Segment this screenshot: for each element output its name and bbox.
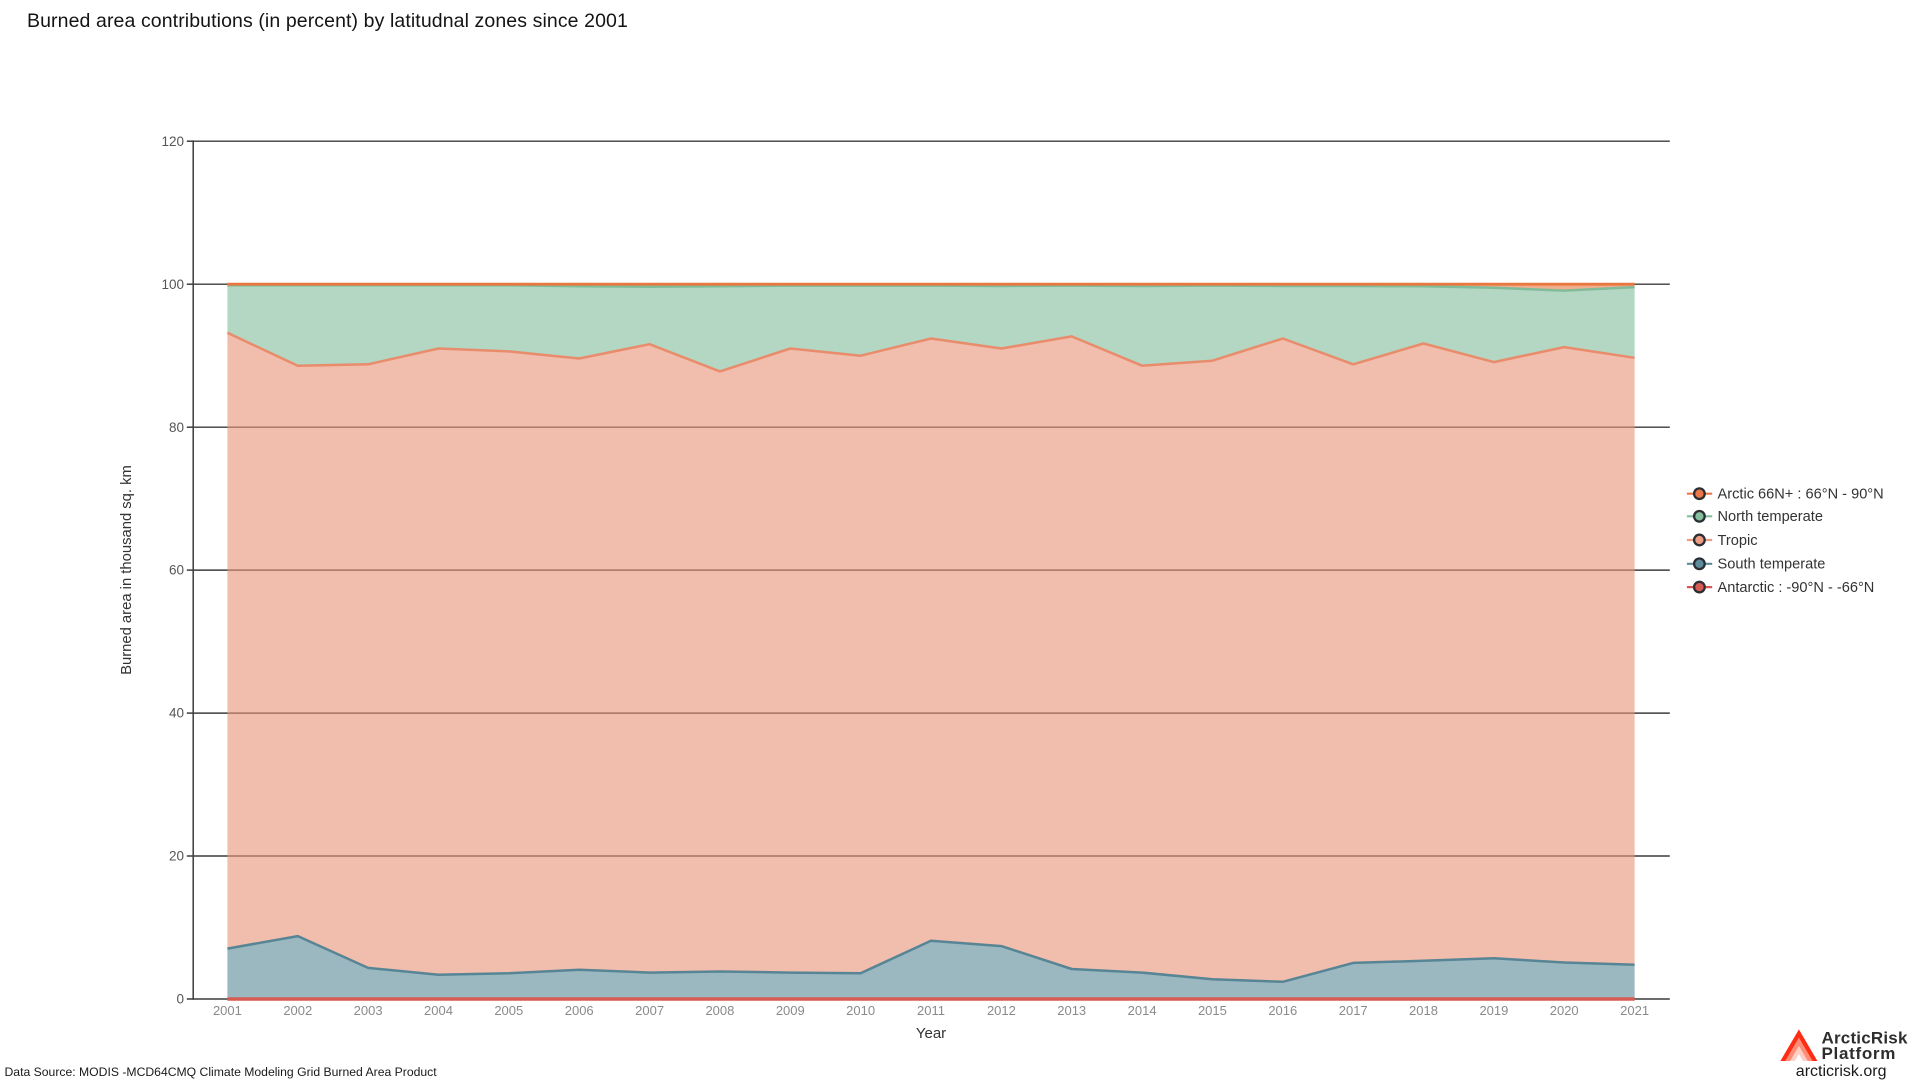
svg-text:2012: 2012	[987, 1003, 1016, 1018]
svg-text:2007: 2007	[635, 1003, 664, 1018]
svg-text:ArcticRisk: ArcticRisk	[1822, 1029, 1908, 1048]
svg-text:40: 40	[169, 706, 184, 721]
svg-text:Year: Year	[916, 1025, 946, 1042]
svg-text:2011: 2011	[917, 1003, 945, 1018]
svg-text:South temperate: South temperate	[1718, 557, 1826, 573]
svg-text:2003: 2003	[354, 1003, 383, 1018]
svg-text:2008: 2008	[705, 1003, 734, 1018]
svg-text:2018: 2018	[1409, 1003, 1438, 1018]
svg-text:2019: 2019	[1479, 1003, 1508, 1018]
svg-text:2010: 2010	[846, 1003, 875, 1018]
svg-text:Data Source: MODIS -MCD64CMQ C: Data Source: MODIS -MCD64CMQ Climate Mod…	[5, 1065, 438, 1079]
svg-text:2006: 2006	[565, 1003, 594, 1018]
svg-text:2020: 2020	[1550, 1003, 1579, 1018]
svg-text:2001: 2001	[213, 1003, 242, 1018]
svg-text:0: 0	[176, 992, 184, 1007]
svg-text:2005: 2005	[494, 1003, 523, 1018]
svg-text:North temperate: North temperate	[1718, 509, 1823, 525]
svg-text:Tropic: Tropic	[1718, 533, 1758, 549]
svg-text:2004: 2004	[424, 1003, 453, 1018]
svg-text:Burned area contributions (in: Burned area contributions (in percent) b…	[27, 10, 628, 32]
svg-text:120: 120	[161, 134, 184, 149]
svg-text:20: 20	[169, 849, 184, 864]
svg-text:Platform: Platform	[1822, 1044, 1897, 1063]
svg-text:80: 80	[169, 420, 184, 435]
svg-text:Arctic 66N+ : 66°N - 90°N: Arctic 66N+ : 66°N - 90°N	[1718, 487, 1884, 503]
svg-text:2013: 2013	[1057, 1003, 1086, 1018]
svg-text:2021: 2021	[1620, 1003, 1649, 1018]
svg-text:2015: 2015	[1198, 1003, 1227, 1018]
svg-text:2009: 2009	[776, 1003, 805, 1018]
svg-text:arcticrisk.org: arcticrisk.org	[1796, 1063, 1887, 1080]
svg-text:Antarctic : -90°N - -66°N: Antarctic : -90°N - -66°N	[1718, 580, 1875, 596]
svg-text:2017: 2017	[1339, 1003, 1368, 1018]
svg-text:60: 60	[169, 563, 184, 578]
svg-text:100: 100	[161, 277, 184, 292]
svg-text:2002: 2002	[283, 1003, 312, 1018]
svg-text:2014: 2014	[1128, 1003, 1157, 1018]
svg-text:2016: 2016	[1268, 1003, 1297, 1018]
svg-text:Burned area in thousand sq. km: Burned area in thousand sq. km	[119, 465, 135, 675]
